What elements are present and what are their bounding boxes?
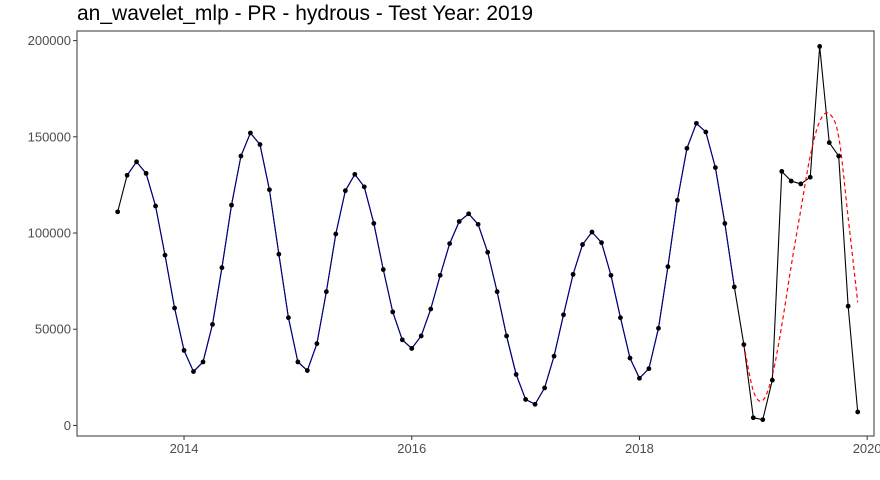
data-point — [570, 271, 576, 277]
data-point — [342, 188, 348, 194]
data-point — [466, 211, 472, 217]
data-point — [361, 184, 367, 190]
data-point — [845, 303, 851, 309]
x-tick-label: 2016 — [397, 441, 426, 456]
data-point — [134, 159, 139, 165]
data-point — [238, 153, 244, 159]
data-point — [475, 221, 481, 227]
data-point — [855, 409, 861, 415]
data-point — [807, 174, 813, 180]
y-tick-label: 200000 — [28, 33, 71, 48]
data-point — [760, 417, 766, 423]
data-point — [352, 171, 358, 177]
y-tick-label: 150000 — [28, 129, 71, 144]
x-tick-label: 2020 — [853, 441, 880, 456]
data-point — [447, 241, 453, 247]
data-point — [295, 359, 301, 365]
data-point — [418, 333, 424, 339]
data-point — [390, 309, 396, 315]
data-point — [713, 165, 718, 171]
data-point — [333, 231, 339, 237]
data-point — [428, 306, 434, 312]
x-tick-label: 2014 — [170, 441, 199, 456]
data-point — [504, 333, 509, 339]
y-tick-label: 0 — [64, 418, 71, 433]
data-point — [826, 140, 832, 145]
y-tick-label: 50000 — [35, 322, 71, 337]
data-point — [684, 145, 690, 151]
data-point — [219, 265, 225, 271]
data-point — [124, 172, 130, 178]
data-point — [456, 219, 462, 224]
data-point — [371, 221, 377, 226]
data-point — [162, 252, 168, 258]
data-point — [561, 312, 566, 318]
y-tick-label: 100000 — [28, 226, 71, 241]
data-point — [276, 251, 282, 257]
data-point — [210, 322, 215, 327]
fitted-series-line — [126, 122, 735, 405]
plot-frame — [76, 30, 875, 437]
data-point — [115, 209, 121, 215]
data-point — [722, 221, 728, 226]
data-point — [580, 242, 585, 247]
x-tick-label: 2018 — [625, 441, 654, 456]
data-point — [836, 153, 842, 159]
data-point — [323, 289, 329, 295]
data-point — [769, 377, 775, 383]
data-point — [181, 347, 187, 353]
data-point — [267, 187, 272, 193]
data-point — [798, 181, 804, 187]
data-point — [314, 341, 320, 347]
data-point — [257, 142, 263, 147]
data-point — [437, 272, 443, 278]
data-point — [542, 385, 548, 391]
data-point — [523, 397, 528, 402]
axes-layer: 0 50000 100000 150000 200000 2014 2016 2018 2020 — [28, 30, 880, 456]
actual-series-line — [117, 45, 859, 421]
data-point — [191, 369, 196, 374]
data-point — [380, 267, 386, 272]
data-point — [817, 43, 823, 49]
data-point — [693, 120, 699, 126]
data-point — [788, 178, 794, 184]
data-point — [608, 272, 614, 278]
data-point — [599, 240, 604, 246]
data-point — [485, 249, 491, 255]
data-point — [513, 372, 519, 377]
data-point — [656, 325, 661, 331]
data-point — [172, 305, 177, 311]
chart-title: an_wavelet_mlp - PR - hydrous - Test Yea… — [77, 2, 534, 25]
data-point — [143, 170, 149, 176]
points-layer — [115, 43, 861, 423]
data-point — [779, 169, 785, 174]
data-point — [229, 202, 234, 208]
data-point — [637, 375, 642, 381]
data-point — [703, 129, 709, 135]
data-point — [750, 415, 756, 421]
series-layer — [117, 45, 859, 421]
data-point — [494, 289, 500, 295]
data-point — [551, 353, 557, 359]
data-point — [399, 337, 405, 343]
data-point — [248, 130, 253, 136]
data-point — [646, 366, 652, 372]
data-point — [674, 197, 680, 203]
data-point — [665, 264, 671, 270]
data-point — [589, 229, 595, 235]
data-point — [409, 346, 415, 351]
data-point — [153, 203, 158, 209]
data-point — [627, 355, 633, 361]
data-point — [731, 284, 737, 290]
data-point — [741, 342, 747, 348]
data-point — [200, 359, 206, 365]
data-point — [618, 315, 623, 321]
data-point — [304, 368, 310, 373]
data-point — [532, 401, 538, 407]
data-point — [286, 315, 291, 321]
